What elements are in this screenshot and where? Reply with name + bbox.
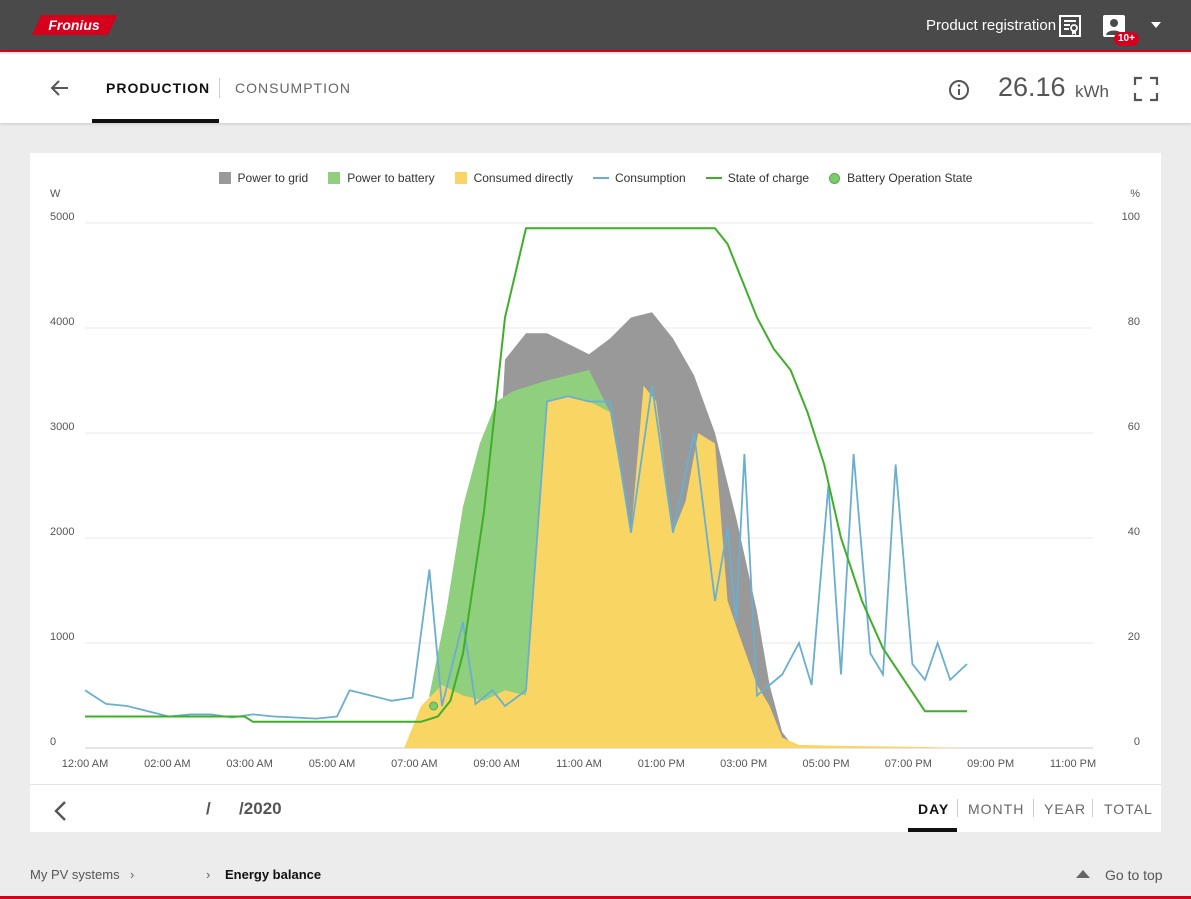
period-divider bbox=[1033, 799, 1034, 817]
chart-card: 0 1000 2000 3000 4000 5000 0 20 40 60 80 100 W% 12:00… bbox=[30, 153, 1161, 832]
legend-label: Power to grid bbox=[237, 171, 309, 185]
fullscreen-icon[interactable] bbox=[1133, 76, 1159, 102]
user-menu-caret-icon[interactable] bbox=[1151, 22, 1161, 28]
y-left-tick-label: 5000 bbox=[50, 211, 74, 223]
y-right-tick-label: 100 bbox=[1122, 211, 1140, 223]
breadcrumb-chevron-icon: › bbox=[130, 867, 135, 882]
series-line-4 bbox=[85, 227, 967, 723]
y-right-tick-label: 20 bbox=[1128, 631, 1140, 643]
x-tick-label: 11:00 PM bbox=[1050, 758, 1096, 770]
active-period-indicator bbox=[908, 828, 957, 832]
legend-item-state-of-charge[interactable]: State of charge bbox=[705, 171, 810, 185]
legend-swatch bbox=[705, 177, 722, 179]
x-tick-label: 07:00 AM bbox=[391, 758, 437, 770]
period-month[interactable]: MONTH bbox=[968, 801, 1025, 817]
x-tick-label: 03:00 AM bbox=[226, 758, 272, 770]
x-tick-label: 01:00 PM bbox=[638, 758, 685, 770]
tab-divider bbox=[219, 78, 220, 98]
period-year[interactable]: YEAR bbox=[1044, 801, 1087, 817]
go-to-top-link[interactable]: Go to top bbox=[1105, 867, 1163, 883]
series-line-3 bbox=[84, 385, 968, 720]
certificate-icon[interactable] bbox=[1058, 14, 1082, 38]
back-arrow-icon[interactable] bbox=[48, 76, 72, 100]
x-tick-label: 12:00 AM bbox=[62, 758, 108, 770]
previous-date-chevron-icon[interactable] bbox=[52, 800, 70, 822]
energy-total-unit: kWh bbox=[1075, 82, 1109, 101]
legend-swatch bbox=[328, 172, 341, 184]
tab-production[interactable]: PRODUCTION bbox=[106, 80, 211, 96]
breadcrumb-my-pv-systems[interactable]: My PV systems bbox=[30, 867, 120, 882]
card-divider bbox=[30, 784, 1161, 785]
top-bar: Fronius Product registration 10+ bbox=[0, 0, 1191, 52]
series-area-2 bbox=[85, 385, 967, 748]
legend-label: Power to battery bbox=[347, 171, 435, 185]
x-tick-label: 09:00 AM bbox=[473, 758, 519, 770]
legend-item-consumed-directly[interactable]: Consumed directly bbox=[454, 171, 573, 185]
tab-consumption[interactable]: CONSUMPTION bbox=[235, 80, 351, 96]
legend-swatch bbox=[592, 177, 609, 179]
x-tick-label: 05:00 AM bbox=[309, 758, 355, 770]
y-right-tick-label: 0 bbox=[1134, 736, 1140, 748]
legend-swatch bbox=[454, 172, 467, 184]
notification-badge[interactable]: 10+ bbox=[1114, 32, 1139, 46]
page-header: PRODUCTION CONSUMPTION 26.16 kWh bbox=[0, 54, 1191, 123]
y-left-tick-label: 0 bbox=[50, 736, 56, 748]
y-left-tick-label: 4000 bbox=[50, 316, 74, 328]
x-tick-label: 03:00 PM bbox=[720, 758, 767, 770]
chart-legend: Power to grid Power to battery Consumed … bbox=[30, 171, 1161, 185]
x-tick-label: 09:00 PM bbox=[967, 758, 1014, 770]
y-right-tick-label: 80 bbox=[1128, 316, 1140, 328]
product-registration-link[interactable]: Product registration bbox=[926, 17, 1057, 34]
fronius-logo[interactable]: Fronius bbox=[28, 12, 118, 38]
period-divider bbox=[1092, 799, 1093, 817]
x-tick-label: 07:00 PM bbox=[885, 758, 932, 770]
active-tab-indicator bbox=[92, 119, 219, 123]
x-tick-label: 05:00 PM bbox=[802, 758, 849, 770]
period-total[interactable]: TOTAL bbox=[1104, 801, 1153, 817]
legend-label: Consumption bbox=[614, 171, 686, 185]
legend-item-power-to-battery[interactable]: Power to battery bbox=[328, 171, 435, 185]
legend-item-battery-operation-state[interactable]: Battery Operation State bbox=[829, 171, 972, 185]
y-right-tick-label: 60 bbox=[1128, 421, 1140, 433]
y-left-tick-label: 2000 bbox=[50, 526, 74, 538]
y-right-unit-label: % bbox=[1130, 188, 1140, 200]
legend-label: Battery Operation State bbox=[847, 171, 973, 185]
svg-text:Fronius: Fronius bbox=[48, 17, 100, 33]
legend-item-power-to-grid[interactable]: Power to grid bbox=[218, 171, 309, 185]
info-icon[interactable] bbox=[948, 79, 970, 101]
breadcrumb-chevron-icon: › bbox=[206, 867, 211, 882]
energy-chart: 0 1000 2000 3000 4000 5000 0 20 40 60 80 100 W % 12:00… bbox=[50, 188, 1140, 770]
legend-label: Consumed directly bbox=[473, 171, 573, 185]
period-divider bbox=[957, 799, 958, 817]
y-left-tick-label: 3000 bbox=[50, 421, 74, 433]
y-right-tick-label: 40 bbox=[1128, 526, 1140, 538]
y-left-tick-label: 1000 bbox=[50, 631, 74, 643]
go-to-top-arrow-icon[interactable] bbox=[1076, 870, 1090, 878]
energy-total-value: 26.16 bbox=[998, 72, 1066, 102]
legend-label: State of charge bbox=[727, 171, 810, 185]
breadcrumb-energy-balance: Energy balance bbox=[225, 867, 322, 882]
period-day[interactable]: DAY bbox=[918, 801, 950, 817]
x-tick-label: 11:00 AM bbox=[556, 758, 602, 770]
legend-swatch bbox=[829, 172, 841, 184]
user-icon[interactable] bbox=[1102, 14, 1126, 38]
legend-item-consumption[interactable]: Consumption bbox=[592, 171, 686, 185]
date-display[interactable]: / /2020 bbox=[206, 799, 282, 818]
x-tick-label: 02:00 AM bbox=[144, 758, 190, 770]
series-marker-5 bbox=[429, 701, 439, 711]
bottom-accent-line bbox=[0, 896, 1191, 899]
y-left-unit-label: W bbox=[50, 188, 61, 200]
legend-swatch bbox=[218, 172, 231, 184]
